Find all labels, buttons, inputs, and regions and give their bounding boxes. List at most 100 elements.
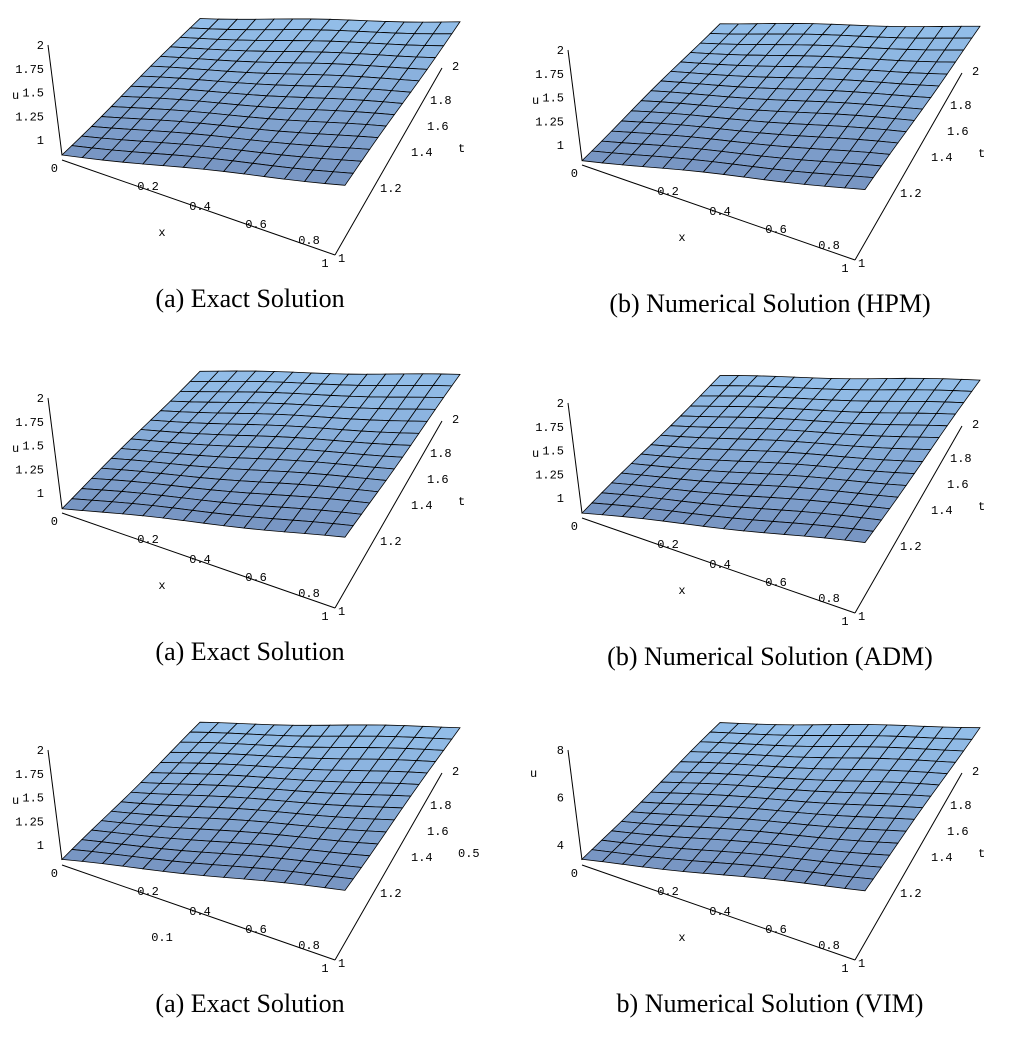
u-axis	[47, 749, 63, 861]
u-label: u	[532, 94, 539, 108]
x-tick-label: 0.2	[657, 538, 679, 552]
x-tick-label: 0.4	[709, 905, 731, 919]
x-tick-label: 0.8	[818, 939, 840, 953]
u-tick-label: 1.25	[535, 468, 564, 482]
t-tick-label: 1.4	[411, 851, 433, 865]
u-tick-label: 0	[571, 167, 578, 181]
x-tick-label: 0.2	[137, 180, 159, 194]
surface-cell	[844, 528, 874, 543]
t-tick-label: 2	[972, 65, 979, 79]
t-tick-label: 1.6	[427, 120, 449, 134]
x-tick-label: 0.4	[709, 558, 731, 572]
u-label: u	[12, 794, 19, 808]
u-tick-label: 0	[51, 515, 58, 529]
u-tick-label: 1	[37, 839, 44, 853]
t-tick-label: 1.4	[411, 499, 433, 513]
caption: (a) Exact Solution	[155, 284, 344, 313]
x-tick-label: 0.6	[245, 571, 267, 585]
x-tick-label: 0.8	[818, 239, 840, 253]
t-tick-label: 2	[972, 765, 979, 779]
x-tick-label: 0.2	[137, 885, 159, 899]
t-tick-label: 1.6	[427, 473, 449, 487]
x-axis	[581, 864, 856, 961]
t-tick-label: 1.4	[931, 151, 953, 165]
x-tick-label: 0.8	[818, 592, 840, 606]
x-tick-label: 0.4	[189, 905, 211, 919]
x-tick-label: 0.6	[765, 576, 787, 590]
t-tick-label: 1	[338, 957, 345, 971]
u-tick-label: 6	[557, 792, 564, 806]
u-axis	[567, 402, 583, 514]
t-tick-label: 2	[452, 413, 459, 427]
t-tick-label: 1	[338, 252, 345, 266]
t-tick-label: 1.6	[427, 825, 449, 839]
x-label: x	[678, 231, 685, 245]
u-tick-label: 2	[37, 39, 44, 53]
plot-panel: 21.751.51.2510u0.20.40.60.81x21.81.61.41…	[12, 370, 465, 666]
t-tick-label: 1.6	[947, 478, 969, 492]
caption: (b) Numerical Solution (HPM)	[609, 289, 930, 318]
caption: (a) Exact Solution	[155, 989, 344, 1018]
t-tick-label: 1.6	[947, 825, 969, 839]
t-tick-label: 1.6	[947, 125, 969, 139]
t-axis	[854, 72, 963, 261]
x-tick-label: 0.4	[189, 200, 211, 214]
x-label: x	[158, 226, 165, 240]
t-tick-label: 1.8	[950, 452, 972, 466]
u-tick-label: 1	[557, 492, 564, 506]
u-label: u	[12, 442, 19, 456]
t-tick-label: 2	[452, 765, 459, 779]
u-tick-label: 1.25	[535, 115, 564, 129]
x-tick-label: 0.6	[765, 923, 787, 937]
plot-panel: 21.751.51.2510u0.20.40.60.81x21.81.61.41…	[12, 18, 465, 313]
u-tick-label: 1	[37, 134, 44, 148]
x-axis	[61, 159, 336, 256]
t-tick-label: 1.8	[430, 799, 452, 813]
u-label: u	[532, 447, 539, 461]
u-tick-label: 1.75	[15, 63, 44, 77]
u-tick-label: 1.25	[15, 463, 44, 477]
surface-cell	[324, 523, 354, 538]
x-axis	[61, 512, 336, 609]
u-tick-label: 1	[557, 139, 564, 153]
u-axis	[47, 44, 63, 156]
x-axis	[581, 517, 856, 614]
x-tick-label: 0.4	[709, 205, 731, 219]
u-tick-label: 0	[51, 162, 58, 176]
x-label: x	[678, 931, 685, 945]
t-label: t	[978, 147, 985, 161]
surface-cell	[844, 175, 874, 190]
t-tick-label: 1	[858, 957, 865, 971]
t-tick-label: 1.2	[900, 540, 922, 554]
x-tick-label: 0.8	[298, 587, 320, 601]
u-tick-label: 1	[37, 487, 44, 501]
u-tick-label: 2	[557, 44, 564, 58]
x-tick-label: 0.2	[137, 533, 159, 547]
t-tick-label: 1	[858, 610, 865, 624]
t-tick-label: 1.8	[430, 94, 452, 108]
x-tick-label: 1	[321, 257, 328, 271]
t-tick-label: 1	[858, 257, 865, 271]
x-tick-label: 0.6	[245, 923, 267, 937]
t-tick-label: 1.8	[430, 447, 452, 461]
t-tick-label: 1.2	[900, 187, 922, 201]
x-tick-label: 0.6	[245, 218, 267, 232]
x-tick-label: 0.8	[298, 234, 320, 248]
t-axis	[334, 67, 443, 256]
t-tick-label: 1.8	[950, 99, 972, 113]
u-tick-label: 1.25	[15, 815, 44, 829]
t-label: 0.5	[458, 847, 480, 861]
u-tick-label: 1.5	[542, 92, 564, 106]
t-tick-label: 2	[452, 60, 459, 74]
t-axis	[334, 420, 443, 609]
x-label: x	[158, 579, 165, 593]
u-tick-label: 1.25	[15, 110, 44, 124]
t-tick-label: 1.4	[931, 851, 953, 865]
x-tick-label: 1	[841, 962, 848, 976]
x-tick-label: 1	[321, 962, 328, 976]
u-tick-label: 0	[571, 520, 578, 534]
u-tick-label: 1.75	[15, 768, 44, 782]
u-tick-label: 1.75	[15, 416, 44, 430]
